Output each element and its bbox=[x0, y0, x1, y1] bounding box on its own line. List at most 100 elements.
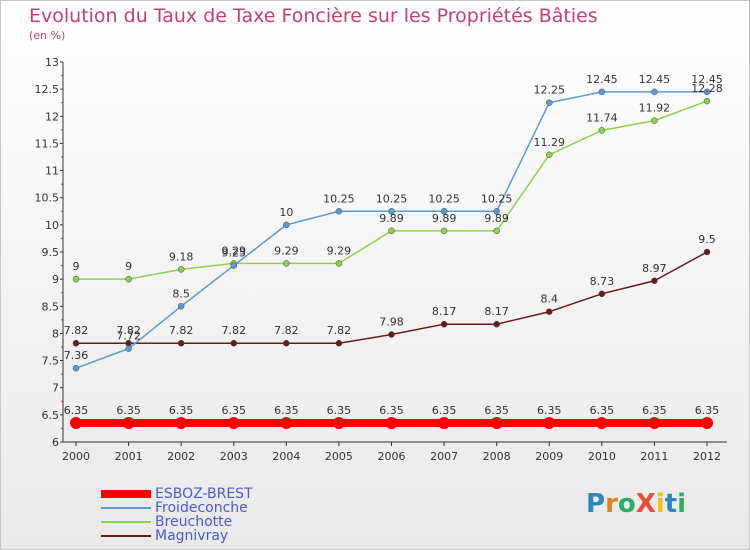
data-point bbox=[651, 117, 658, 124]
data-label: 7.82 bbox=[274, 324, 299, 337]
data-point bbox=[598, 88, 606, 96]
x-tick-label: 2007 bbox=[430, 450, 458, 463]
data-label: 7.98 bbox=[379, 316, 404, 329]
data-label: 9.89 bbox=[484, 212, 509, 225]
chart-subtitle: (en %) bbox=[29, 29, 66, 42]
data-label: 12.28 bbox=[691, 82, 723, 95]
data-point bbox=[388, 227, 395, 235]
chart-title: Evolution du Taux de Taxe Foncière sur l… bbox=[29, 5, 598, 27]
data-point bbox=[490, 417, 503, 429]
data-point bbox=[493, 227, 500, 235]
x-tick-label: 2000 bbox=[62, 450, 90, 463]
data-label: 6.35 bbox=[432, 404, 457, 417]
data-point bbox=[703, 88, 711, 96]
y-tick-label: 8.5 bbox=[42, 300, 60, 313]
data-label: 9.18 bbox=[169, 250, 194, 263]
data-point bbox=[440, 320, 448, 328]
data-point bbox=[598, 127, 606, 134]
data-label: 10.25 bbox=[481, 192, 513, 205]
data-label: 6.35 bbox=[590, 404, 615, 417]
data-label: 8.73 bbox=[590, 275, 615, 288]
data-point bbox=[438, 417, 451, 429]
data-point bbox=[283, 260, 290, 267]
data-point bbox=[651, 88, 658, 96]
data-label: 7.82 bbox=[64, 324, 89, 337]
data-label: 12.45 bbox=[586, 73, 618, 86]
data-label: 9.89 bbox=[432, 212, 457, 225]
data-point bbox=[175, 417, 188, 429]
data-label: 12.25 bbox=[534, 84, 566, 97]
data-point bbox=[648, 417, 661, 429]
data-label: 10 bbox=[279, 206, 293, 219]
data-label: 7.82 bbox=[169, 324, 194, 337]
data-point bbox=[388, 331, 395, 338]
y-tick-label: 8 bbox=[52, 327, 59, 340]
data-label: 9 bbox=[125, 260, 132, 273]
logo-letter: r bbox=[605, 489, 618, 519]
x-tick-label: 2009 bbox=[535, 450, 563, 463]
data-point bbox=[227, 417, 240, 429]
data-label: 7.82 bbox=[222, 324, 247, 337]
y-tick-label: 12.5 bbox=[35, 83, 60, 96]
data-label: 6.35 bbox=[327, 404, 352, 417]
data-label: 7.36 bbox=[64, 349, 89, 362]
data-point bbox=[230, 339, 237, 347]
logo-letter: i bbox=[677, 489, 687, 519]
proxiti-logo: ProXiti bbox=[586, 489, 686, 519]
data-label: 9.89 bbox=[379, 212, 404, 225]
legend-label: Magnivray bbox=[155, 528, 229, 544]
y-tick-label: 12 bbox=[45, 110, 59, 123]
data-label: 6.35 bbox=[116, 404, 141, 417]
x-tick-label: 2001 bbox=[115, 450, 143, 463]
data-label: 6.35 bbox=[379, 404, 404, 417]
data-label: 8.97 bbox=[642, 262, 667, 275]
data-point bbox=[70, 417, 82, 429]
logo-letter: X bbox=[635, 489, 656, 519]
data-point bbox=[335, 339, 343, 347]
data-point bbox=[177, 266, 185, 273]
legend-label: ESBOZ-BREST bbox=[155, 486, 253, 502]
data-label: 9 bbox=[73, 260, 80, 273]
legend-swatch bbox=[101, 490, 151, 498]
y-tick-label: 10.5 bbox=[35, 192, 60, 205]
data-point bbox=[701, 417, 713, 429]
data-point bbox=[546, 99, 553, 106]
y-tick-label: 11.5 bbox=[35, 137, 60, 150]
data-label: 6.35 bbox=[642, 404, 667, 417]
data-point bbox=[125, 275, 132, 283]
data-point bbox=[546, 151, 553, 159]
data-point bbox=[335, 208, 343, 215]
logo-letter: P bbox=[586, 489, 606, 519]
data-label: 12.45 bbox=[639, 73, 671, 86]
data-label: 6.35 bbox=[169, 404, 194, 417]
data-point bbox=[651, 277, 658, 285]
data-point bbox=[493, 320, 500, 328]
data-point bbox=[122, 417, 135, 429]
x-tick-label: 2008 bbox=[483, 450, 511, 463]
y-tick-label: 9.5 bbox=[42, 246, 60, 259]
data-label: 9.29 bbox=[222, 244, 247, 257]
data-point bbox=[177, 339, 185, 347]
legend-label: Breuchotte bbox=[155, 514, 233, 530]
data-label: 11.92 bbox=[639, 102, 671, 115]
legend-label: Froideconche bbox=[155, 500, 248, 516]
x-tick-label: 2003 bbox=[220, 450, 248, 463]
y-tick-label: 9 bbox=[52, 273, 59, 286]
x-tick-label: 2006 bbox=[378, 450, 406, 463]
data-point bbox=[230, 262, 237, 269]
chart-axes: 6 6.5 7 7.5 8 8.5 9 9.5 10 10.5 11 11.5 12 12.5 13 2000… bbox=[35, 56, 727, 463]
y-tick-label: 13 bbox=[45, 56, 59, 69]
data-label: 6.35 bbox=[274, 404, 299, 417]
data-label: 11.74 bbox=[586, 111, 618, 124]
data-label: 10.25 bbox=[428, 192, 460, 205]
data-point bbox=[280, 417, 293, 429]
data-point bbox=[595, 417, 608, 429]
data-label: 6.35 bbox=[484, 404, 509, 417]
y-tick-label: 6.5 bbox=[42, 409, 60, 422]
data-label: 6.35 bbox=[537, 404, 562, 417]
data-point bbox=[283, 221, 290, 229]
data-point bbox=[72, 275, 80, 283]
legend-swatch bbox=[101, 535, 151, 537]
data-point bbox=[388, 208, 395, 215]
